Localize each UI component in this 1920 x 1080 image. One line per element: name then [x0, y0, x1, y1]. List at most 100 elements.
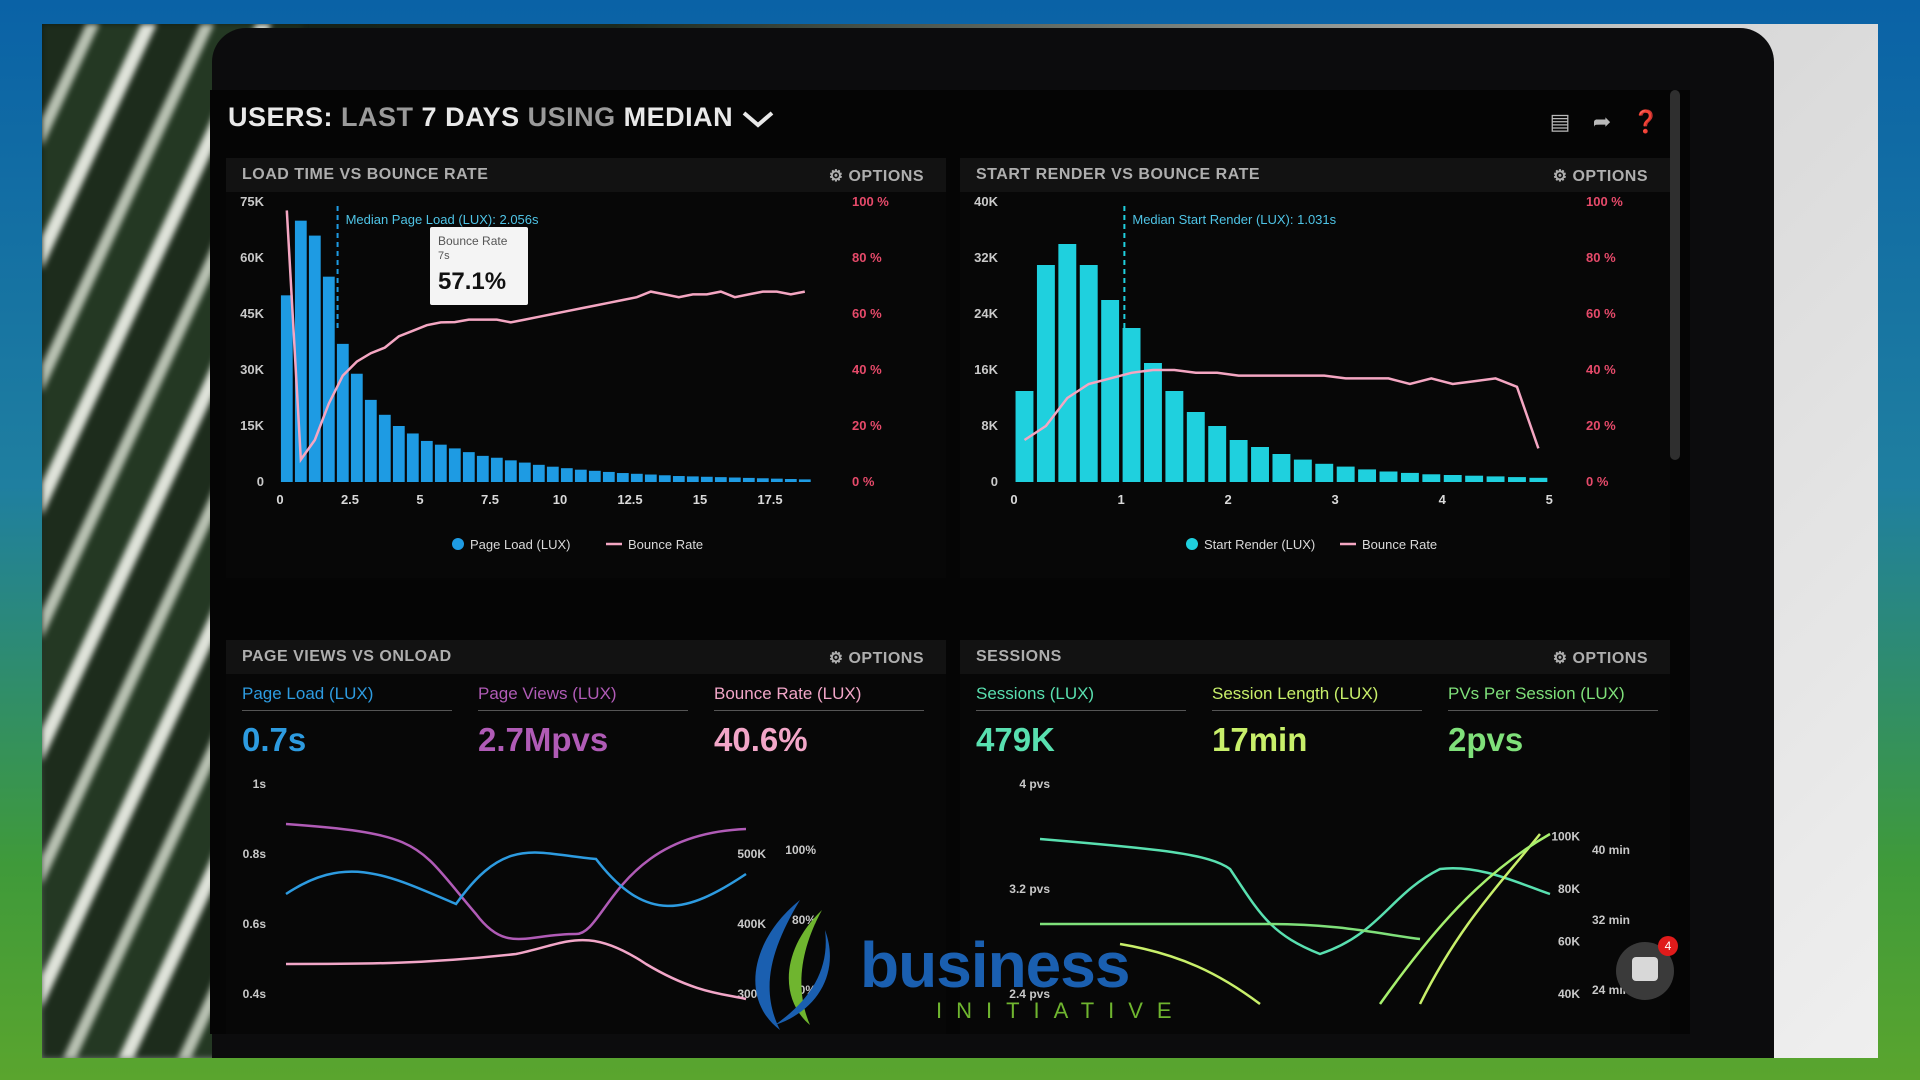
legend-label: Start Render (LUX): [1204, 537, 1315, 552]
metric-page-views[interactable]: Page Views (LUX) 2.7Mpvs: [478, 684, 688, 759]
panel-title: START RENDER VS BOUNCE RATE: [976, 166, 1261, 183]
metric-pvs-per-session[interactable]: PVs Per Session (LUX) 2pvs: [1448, 684, 1658, 759]
panel-header: [960, 158, 1670, 192]
y2-tick-label: 60 %: [1586, 306, 1616, 321]
metric-session-length[interactable]: Session Length (LUX) 17min: [1212, 684, 1422, 759]
y2-tick-label: 80 %: [1586, 250, 1616, 265]
y-tick-label: 24K: [974, 306, 998, 321]
metric-page-load[interactable]: Page Load (LUX) 0.7s: [242, 684, 452, 759]
y-tick-label: 3.2 pvs: [1009, 882, 1050, 896]
toolbar-icons: ▤ ➦ ❓: [1548, 109, 1660, 134]
histogram-bar: [1400, 472, 1419, 482]
metric-label: Page Load (LUX): [242, 684, 452, 711]
histogram-bar: [574, 469, 587, 482]
y2-tick-label: 20 %: [1586, 418, 1616, 433]
start-render-chart: 0 8K 16K 24K 32K 40K 0 % 20 % 40 % 60 % 80 % 100 % 0…: [974, 194, 1623, 552]
metric-value: 40.6%: [714, 721, 808, 758]
page-title[interactable]: USERS: LAST 7 DAYS USING MEDIAN: [228, 102, 775, 133]
y-tick-label: 4 pvs: [1019, 777, 1050, 791]
metric-label: PVs Per Session (LUX): [1448, 684, 1658, 711]
x-tick-label: 1: [1117, 492, 1124, 507]
histogram-bar: [1358, 469, 1377, 482]
histogram-bar: [392, 426, 405, 482]
y-tick-label: 32K: [974, 250, 998, 265]
histogram-bar: [1122, 328, 1141, 482]
histogram-bar: [336, 343, 349, 482]
y-tick-label: 0.6s: [243, 917, 267, 931]
title-using: USING: [527, 102, 616, 132]
title-users: USERS:: [228, 102, 334, 132]
metric-sessions[interactable]: Sessions (LUX) 479K: [976, 684, 1186, 759]
panel-title: LOAD TIME VS BOUNCE RATE: [242, 166, 489, 183]
options-button[interactable]: ⚙ OPTIONS: [1552, 168, 1648, 185]
metric-value: 17min: [1212, 721, 1308, 758]
histogram-bar: [1486, 476, 1505, 482]
histogram-bar: [1036, 265, 1055, 482]
x-tick-label: 4: [1439, 492, 1447, 507]
metric-value: 0.7s: [242, 721, 307, 758]
chat-icon: [1632, 957, 1658, 981]
y-tick-label: 15K: [240, 418, 264, 433]
business-initiative-logo: business INITIATIVE: [740, 890, 1180, 1040]
histogram-bar: [798, 479, 811, 482]
share-icon[interactable]: ➦: [1592, 109, 1612, 134]
y-tick-label: 30K: [240, 362, 264, 377]
histogram-bar: [784, 479, 797, 482]
options-button[interactable]: ⚙ OPTIONS: [1552, 650, 1648, 667]
series-line: [285, 851, 747, 908]
sessions-panel: SESSIONS ⚙ OPTIONS Sessions (LUX) 479K S…: [960, 640, 1670, 1034]
y-tick-label: 0.8s: [243, 847, 267, 861]
histogram-bar: [1465, 475, 1484, 482]
y2-tick-label: 100K: [1551, 830, 1580, 844]
logo-swoosh-icon: [755, 900, 830, 1030]
histogram-bar: [364, 399, 377, 482]
metric-value: 2pvs: [1448, 721, 1524, 758]
histogram-bar: [1379, 471, 1398, 482]
help-icon[interactable]: ❓: [1632, 109, 1660, 134]
y-tick-label: 60K: [240, 250, 264, 265]
y3-tick-label: 32 min: [1592, 913, 1630, 927]
desktop-icon[interactable]: ▤: [1549, 109, 1571, 134]
panel-header: [226, 640, 946, 674]
options-label: OPTIONS: [848, 650, 924, 667]
histogram-bar: [322, 276, 335, 482]
median-label: Median Page Load (LUX): 2.056s: [346, 212, 539, 227]
histogram-bar: [308, 235, 321, 482]
options-button[interactable]: ⚙ OPTIONS: [828, 650, 924, 667]
histogram-bar: [462, 452, 475, 482]
y2-tick-label: 40K: [1558, 987, 1580, 1001]
histogram-bar: [504, 460, 517, 482]
panel-header: [960, 640, 1670, 674]
chevron-down-icon[interactable]: [741, 109, 775, 129]
options-button[interactable]: ⚙ OPTIONS: [828, 168, 924, 185]
x-tick-label: 2.5: [341, 492, 359, 507]
histogram-bar: [728, 477, 741, 482]
histogram-bar: [490, 457, 503, 482]
y2-tick-label: 80K: [1558, 882, 1580, 896]
histogram-bar: [1529, 477, 1548, 482]
histogram-bar: [476, 455, 489, 482]
histogram-bar: [714, 477, 727, 482]
x-tick-label: 3: [1332, 492, 1339, 507]
series-line: [1378, 832, 1551, 1005]
chat-launcher-button[interactable]: 4: [1616, 936, 1678, 1000]
load-time-panel: LOAD TIME VS BOUNCE RATE ⚙ OPTIONS 0 15K 3…: [226, 158, 946, 578]
histogram-bar: [518, 462, 531, 482]
x-tick-label: 2: [1225, 492, 1232, 507]
histogram-bar: [1101, 300, 1120, 482]
title-range: 7 DAYS: [421, 102, 520, 132]
histogram-bar: [1208, 426, 1227, 482]
histogram-bar: [602, 471, 615, 482]
metric-bounce-rate[interactable]: Bounce Rate (LUX) 40.6%: [714, 684, 924, 759]
x-tick-label: 17.5: [757, 492, 782, 507]
logo-subtitle: INITIATIVE: [936, 998, 1186, 1023]
series-line: [285, 822, 747, 941]
y2-tick-label: 60 %: [852, 306, 882, 321]
histogram-bar: [658, 475, 671, 482]
tooltip-label: Bounce Rate: [438, 234, 508, 248]
metric-label: Bounce Rate (LUX): [714, 684, 924, 711]
histogram-bar: [1144, 363, 1162, 482]
x-tick-label: 10: [553, 492, 567, 507]
series-line: [1039, 922, 1421, 941]
scrollbar[interactable]: [1670, 90, 1680, 460]
